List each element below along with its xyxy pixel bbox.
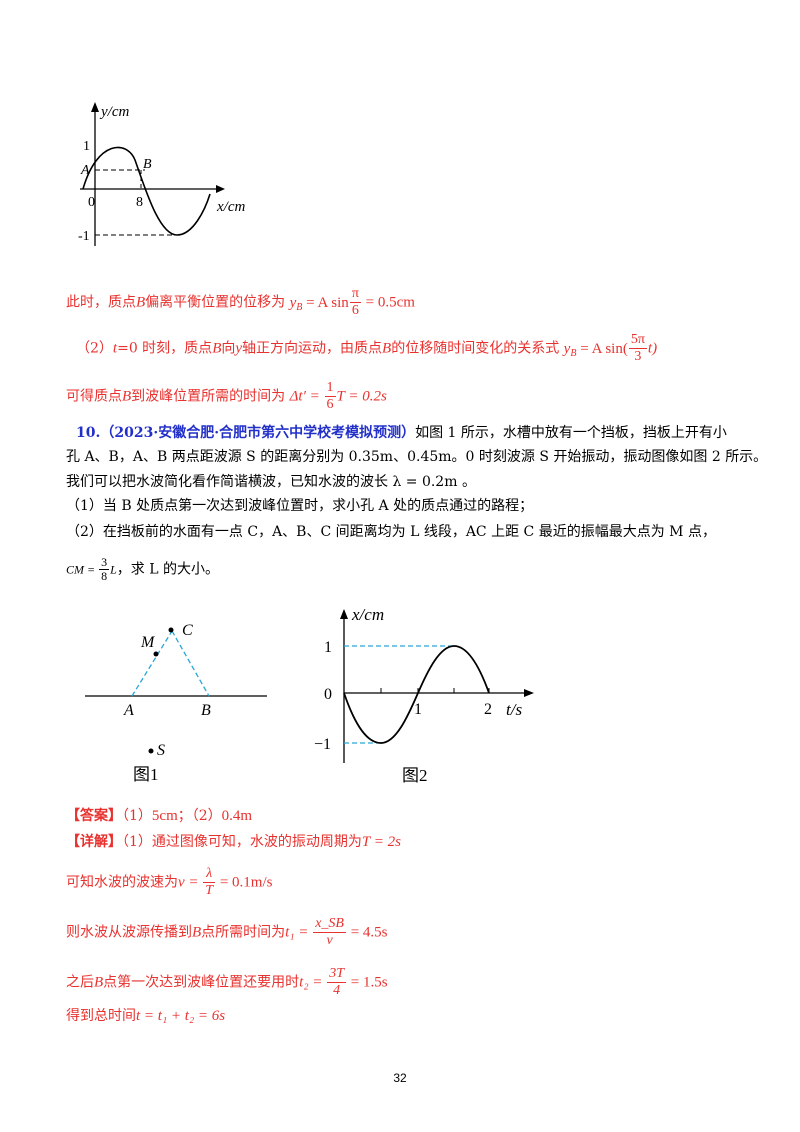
label-M: M (140, 634, 156, 651)
figure-2-caption: 图2 (402, 766, 428, 785)
label-B: B (201, 702, 211, 719)
tick-0: 0 (88, 195, 95, 210)
page-number: 32 (393, 1071, 407, 1085)
x-axis-label: x/cm (216, 199, 245, 215)
fig2-tick-t1: 1 (414, 701, 422, 718)
formula-yB: yB = A sin (289, 294, 349, 313)
q10-line2: 孔 A、B，A、B 两点距波源 S 的距离分别为 0.35m、0.45m。0 时… (66, 449, 768, 465)
fig2-tick-1: 1 (324, 639, 332, 656)
fig2-tick-0: 0 (324, 686, 332, 703)
fig2-y-axis-label: x/cm (351, 605, 384, 624)
q10-line1: 10.（2023·安徽合肥·合肥市第六中学校考模拟预测）如图 1 所示，水槽中放… (76, 425, 727, 441)
q10-sub2: （2）在挡板前的水面有一点 C，A、B、C 间距离均为 L 线段，AC 上距 C… (66, 524, 716, 540)
detail-line1: 【详解】（1）通过图像可知，水波的振动周期为T = 2s (66, 834, 401, 850)
label-S: S (157, 742, 165, 759)
q10-line3: 我们可以把水波简化看作简谐横波，已知水波的波长 λ = 0.2m 。 (66, 474, 476, 490)
formula-yB-t: yB = A sin( (563, 340, 628, 359)
tick-1: 1 (83, 139, 90, 154)
tick-neg1: -1 (78, 229, 90, 244)
figure-1-caption: 图1 (133, 765, 159, 784)
sol9-line1: 此时，质点B偏离平衡位置的位移为 yB = A sin π 6 = 0.5cm (66, 286, 415, 318)
detail-line5: 得到总时间t = t₁ + t₂ = 6s (66, 1008, 226, 1024)
wave-graph-top: y/cm 1 A B 0 8 x/cm -1 (78, 102, 245, 246)
sol9-line2: （2）t=0 时刻，质点B向y轴正方向运动，由质点B的位移随时间变化的关系式 y… (76, 332, 658, 364)
q10-source: （2023·安徽合肥·合肥市第六中学校考模拟预测） (100, 425, 416, 441)
fig2-tick-t2: 2 (484, 701, 492, 718)
q10-sub1: （1）当 B 处质点第一次达到波峰位置时，求小孔 A 处的质点通过的路程； (66, 498, 534, 514)
point-A-label: A (80, 163, 90, 178)
figure-2-vibration-graph: x/cm 1 0 −1 1 2 t/s 图2 (314, 605, 534, 785)
label-A: A (123, 702, 134, 719)
fig2-tick-neg1: −1 (314, 736, 331, 753)
detail-line4: 之后B点第一次达到波峰位置还要用时t₂ = 3T 4 = 1.5s (66, 966, 388, 998)
detail-line3: 则水波从波源传播到B点所需时间为t₁ = x_SB v = 4.5s (66, 916, 388, 948)
tick-8: 8 (136, 195, 143, 210)
point-B-label: B (143, 157, 152, 172)
y-axis-label: y/cm (99, 104, 129, 120)
q10-sub2b: CM = 3 8 L，求 L 的大小。 (66, 555, 219, 583)
label-C: C (182, 622, 193, 639)
figure-1-diagram: C M A B S 图1 (85, 622, 267, 784)
fig2-x-axis-label: t/s (506, 700, 522, 719)
answer-line: 【答案】（1）5cm；（2）0.4m (66, 808, 253, 824)
